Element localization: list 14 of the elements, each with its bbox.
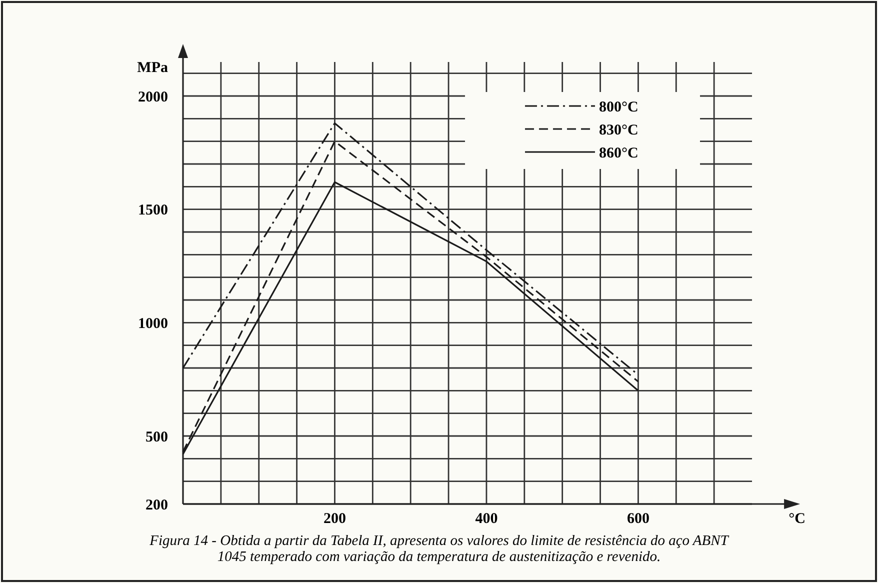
- x-tick-label: 200: [323, 511, 346, 527]
- legend-label: 860°C: [599, 145, 638, 162]
- y-tick-label: 500: [146, 429, 168, 446]
- legend-label: 800°C: [599, 99, 638, 116]
- y-axis-title: MPa: [137, 60, 168, 76]
- y-tick-label: 1000: [138, 316, 168, 332]
- y-tick-label: 1500: [138, 202, 168, 219]
- x-tick-label: 400: [475, 511, 498, 527]
- y-tick-label: 2000: [138, 89, 168, 106]
- legend-label: 830°C: [599, 122, 638, 138]
- x-axis-title: °C: [788, 511, 806, 527]
- y-tick-label: 200: [146, 497, 168, 514]
- text: Figura 14 - Obtida a partir da Tabela II, apresenta os valores do limite de resistência do aço ABNT 1045 temperado com variação da temperatura de austenitização e revenido.: [148, 533, 730, 565]
- x-tick-label: 600: [626, 511, 650, 527]
